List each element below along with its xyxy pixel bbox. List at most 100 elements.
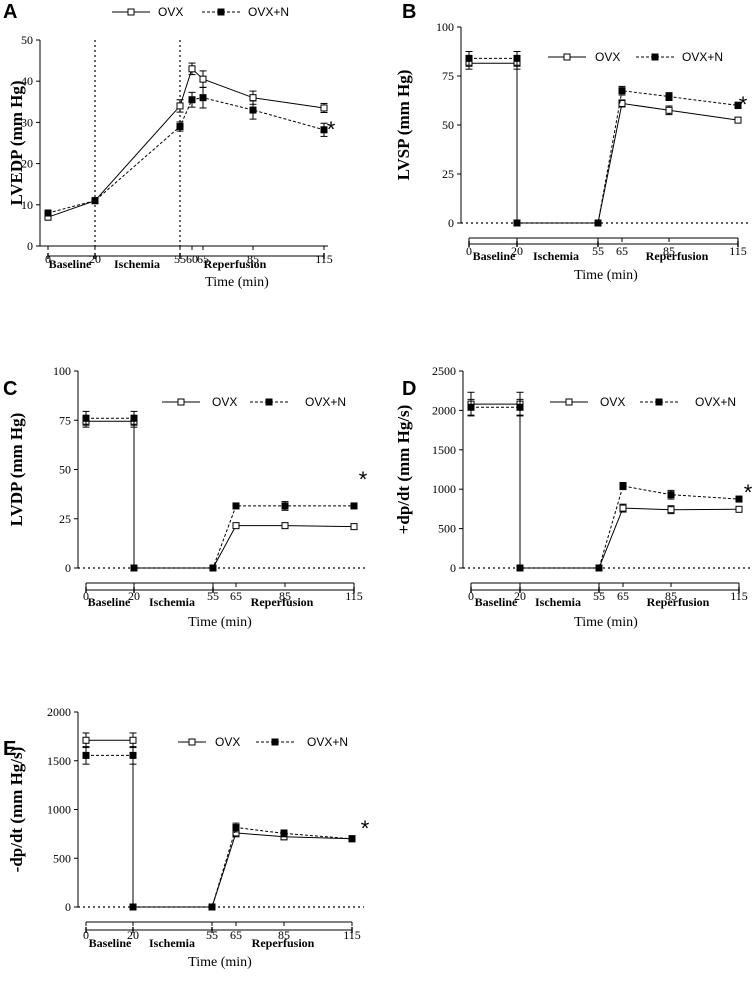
panel-c-x-tick-label-4: 85 [279,589,291,603]
panel-d-legend-ovx-label: OVX [600,395,625,409]
panel-b-point-ovx-7 [734,116,742,124]
panel-d-legend-ovx-marker [565,398,573,406]
panel-c-significance-mark: * [359,467,368,492]
panel-a-y-tick-label-2: 20 [21,157,33,171]
panel-b-y-tick-label-3: 75 [442,69,454,83]
panel-e-point-ovx-n-6 [280,829,288,837]
panel-d-point-ovx-5 [619,504,627,512]
panel-e-legend-ovxn-label: OVX+N [307,735,348,749]
panel-c-letter: C [3,378,17,400]
panel-a-point-ovx-n-5 [249,106,257,114]
panel-a-series-ovx-n-line [47,97,325,214]
panel-c-x-tick-label-3: 65 [230,589,242,603]
panel-e-series-ovx-n-line [86,754,353,908]
panel-b-point-ovx-n-6 [665,93,673,101]
panel-b-point-ovx-n-2 [513,219,521,227]
panel-e-y-tick-label-3: 1500 [47,754,71,768]
panel-c-phase-1: Ischemia [149,595,195,609]
panel-a-point-ovx-n-0 [44,209,52,217]
panel-a-y-tick-label-0: 0 [27,239,33,253]
panel-c-x-tick-label-1: 20 [128,589,140,603]
panel-d-letter: D [402,378,416,400]
panel-b-series-ovx-line [469,62,739,224]
panel-b-letter: B [402,1,416,23]
panel-b-y-label: LVSP (mm Hg) [394,70,413,181]
panel-b-x-tick-label-5: 115 [729,244,747,258]
panel-c-y-label: LVDP (mm Hg) [7,413,26,527]
panel-d-x-tick-label-0: 0 [468,589,474,603]
panel-b-point-ovx-n-1 [513,54,521,62]
panel-e-point-ovx-n-2 [129,903,137,911]
panel-d-x-tick-label-1: 20 [514,589,526,603]
panel-b-point-ovx-n-0 [465,54,473,62]
panel-b-phase-0: Baseline [473,249,516,263]
panel-a-point-ovx-n-4 [199,94,207,102]
panel-d-series-ovx-n-line [471,406,740,569]
panel-a-legend-ovxn-label: OVX+N [248,5,289,19]
panel-a-y-tick-label-5: 50 [21,33,33,47]
panel-b-y-tick-label-4: 100 [436,20,454,34]
panel-e-point-ovx-n-1 [129,751,137,759]
panel-a-phase-0: Baseline [49,257,92,271]
panel-c-y-tick-label-0: 0 [65,561,71,575]
panel-a-legend-ovx-marker [127,8,135,16]
panel-e-x-tick-label-5: 115 [343,928,361,942]
panel-e-x-tick-label-2: 55 [206,928,218,942]
panel-c-y-tick-label-2: 50 [59,463,71,477]
panel-a-point-ovx-n-6 [320,126,328,134]
panel-d-point-ovx-6 [667,506,675,514]
panel-e-point-ovx-1 [129,736,137,744]
panel-e-x-tick-label-3: 65 [230,928,242,942]
panel-c-legend-ovxn-marker [265,398,273,406]
panel-b-x-tick-label-2: 55 [592,244,604,258]
panel-b-x-tick-label-1: 20 [511,244,523,258]
panel-a-y-tick-label-3: 30 [21,115,33,129]
panel-a-point-ovx-4 [199,75,207,83]
panel-d-x-tick-label-4: 85 [665,589,677,603]
panel-d-point-ovx-n-1 [516,403,524,411]
panel-a-letter: A [3,1,17,23]
panel-b-legend-ovxn-marker [651,53,659,61]
panel-b-x-label: Time (min) [574,268,638,283]
panel-b-y-tick-label-0: 0 [448,216,454,230]
panel-e-x-label: Time (min) [188,955,252,970]
panel-b-phase-1: Ischemia [533,249,579,263]
panel-a-point-ovx-6 [320,104,328,112]
panel-e-series-ovx-line [86,739,353,908]
panel-d-y-tick-label-3: 1500 [432,443,456,457]
panel-e-y-tick-label-0: 0 [65,900,71,914]
panel-a-y-tick-label-1: 10 [21,198,33,212]
panel-e-phase-2: Reperfusion [252,936,315,950]
panel-c-x-tick-label-5: 115 [345,589,363,603]
panel-e-minus-dpdt: E 0 500 1000 1500 2000 0 20 55 65 85 115 Baseline Isc… [3,705,370,970]
panel-e-y-tick-label-1: 500 [53,851,71,865]
panel-a-legend-ovx-label: OVX [158,5,183,19]
panel-a-phase-2: Reperfusion [204,257,267,271]
panel-a-lvedp: A0102030405002055606585115BaselineIschem… [3,1,336,290]
panel-c-phase-0: Baseline [88,595,131,609]
panel-d-y-tick-label-0: 0 [450,561,456,575]
panel-c-legend-ovx-label: OVX [212,395,237,409]
panel-c-y-tick-label-3: 75 [59,413,71,427]
panel-a-point-ovx-n-2 [176,123,184,131]
panel-e-phase-0: Baseline [89,936,132,950]
panel-a-y-tick-label-4: 40 [21,74,33,88]
panel-b-lvsp: B 0 25 50 75 100 0 20 55 65 85 115 Baseline Ischemia R… [394,1,750,283]
panel-e-x-tick-label-0: 0 [83,928,89,942]
panel-b-point-ovx-n-4 [594,219,602,227]
panel-d-series-ovx-line [471,403,740,569]
panel-a-point-ovx-3 [188,65,196,73]
panel-e-point-ovx-n-7 [348,835,356,843]
panel-d-x-tick-label-5: 115 [730,589,748,603]
panel-a-x-label: Time (min) [205,275,269,290]
panel-b-point-ovx-n-5 [618,87,626,95]
panel-a-legend-ovxn-marker [217,8,225,16]
panel-c-point-ovx-n-7 [350,502,358,510]
panel-d-phase-0: Baseline [475,595,518,609]
panel-a-series-ovx-line [47,67,325,218]
panel-c-point-ovx-n-5 [232,502,240,510]
panel-a-point-ovx-n-1 [91,197,99,205]
panel-e-legend-ovx-marker [188,738,196,746]
panel-c-point-ovx-7 [350,523,358,531]
panel-b-x-tick-label-3: 65 [616,244,628,258]
